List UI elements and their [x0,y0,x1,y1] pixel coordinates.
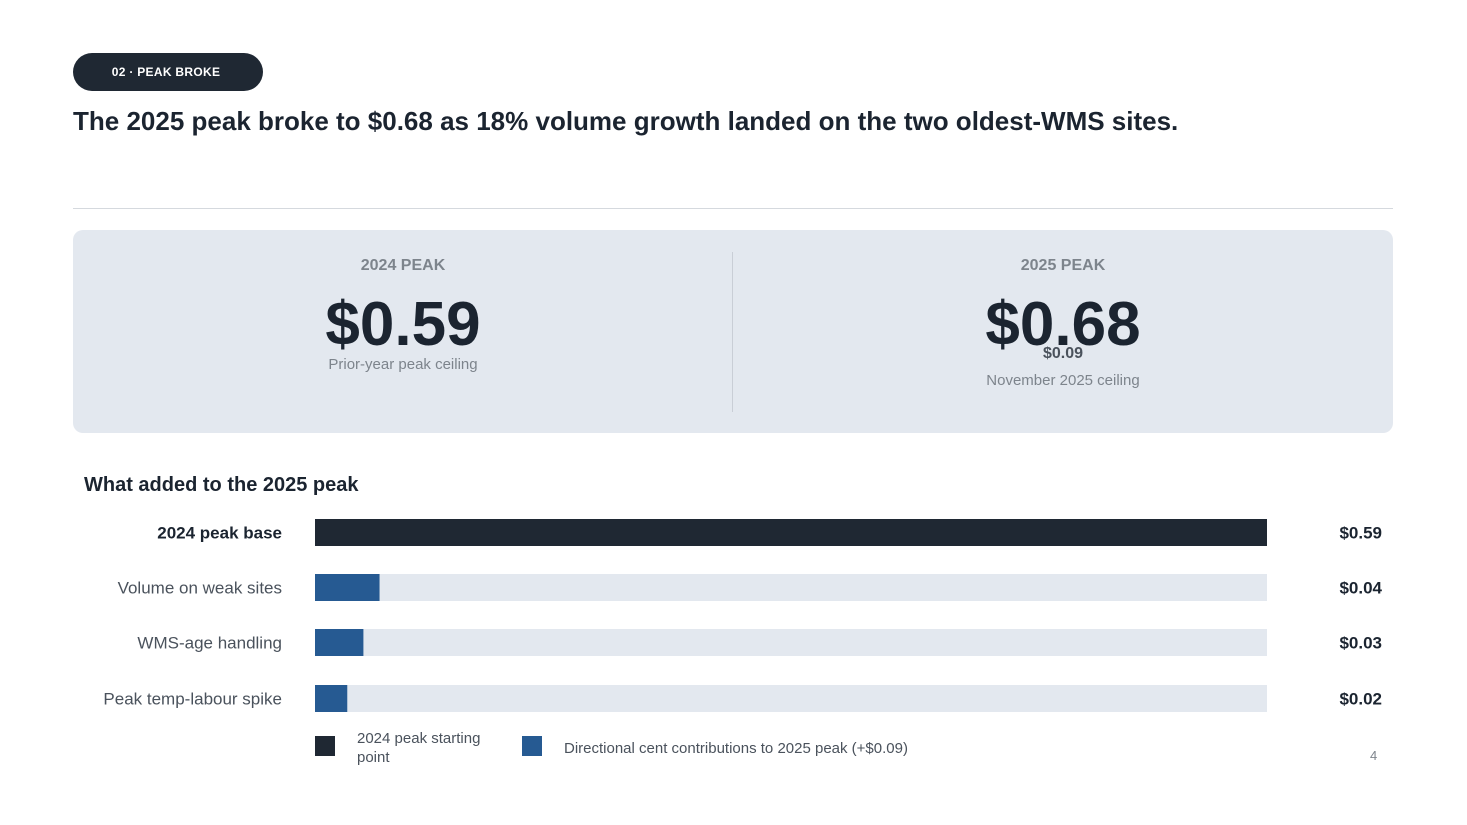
page-title: The 2025 peak broke to $0.68 as 18% volu… [73,106,1179,136]
category-label: Peak temp-labour spike [103,690,282,709]
kpi-card-2024: 2024 PEAK $0.59 Prior-year peak ceiling [73,230,733,433]
legend-swatch-base [315,736,335,756]
kpi-note-2024: Prior-year peak ceiling [328,356,478,373]
contribution-bar-chart: 2024 peak base $0.59 Volume on weak sites $… [103,519,1383,712]
value-label: $0.04 [1339,579,1382,598]
bar-2 [315,629,364,656]
section-pill-label: 02 · PEAK BROKE [111,65,221,79]
category-label: 2024 peak base [157,524,282,543]
section-pill: 02 · PEAK BROKE [73,53,263,91]
kpi-value-2025: $0.68 [985,290,1141,359]
bar-3 [315,685,348,712]
legend-label-contributions: Directional cent contributions to 2025 p… [564,740,908,757]
kpi-label-2025: 2025 PEAK [1020,257,1106,274]
chart-title: What added to the 2025 peak [84,474,359,496]
kpi-value-2024: $0.59 [325,290,481,359]
page-number: 4 [1370,748,1378,763]
category-label: Volume on weak sites [118,579,282,598]
legend-swatch-contributions [522,736,542,756]
title-divider [73,208,1393,209]
bar-1 [315,574,380,601]
value-label: $0.02 [1339,690,1382,709]
kpi-divider [732,252,733,412]
bar-track [315,629,1267,656]
value-label: $0.03 [1339,634,1382,653]
category-label: WMS-age handling [137,634,282,653]
kpi-panel: 2024 PEAK $0.59 Prior-year peak ceiling … [73,230,1393,433]
kpi-note-2025: November 2025 ceiling [986,372,1140,389]
bar-track [315,685,1267,712]
bar-track [315,574,1267,601]
legend-label-base: 2024 peak starting point [357,730,481,766]
kpi-card-2025: 2025 PEAK $0.68 $0.09 November 2025 ceil… [733,230,1393,433]
value-label: $0.59 [1339,524,1382,543]
bar-0 [315,519,1267,546]
kpi-label-2024: 2024 PEAK [360,257,446,274]
kpi-delta-2025: $0.09 [1042,345,1084,362]
